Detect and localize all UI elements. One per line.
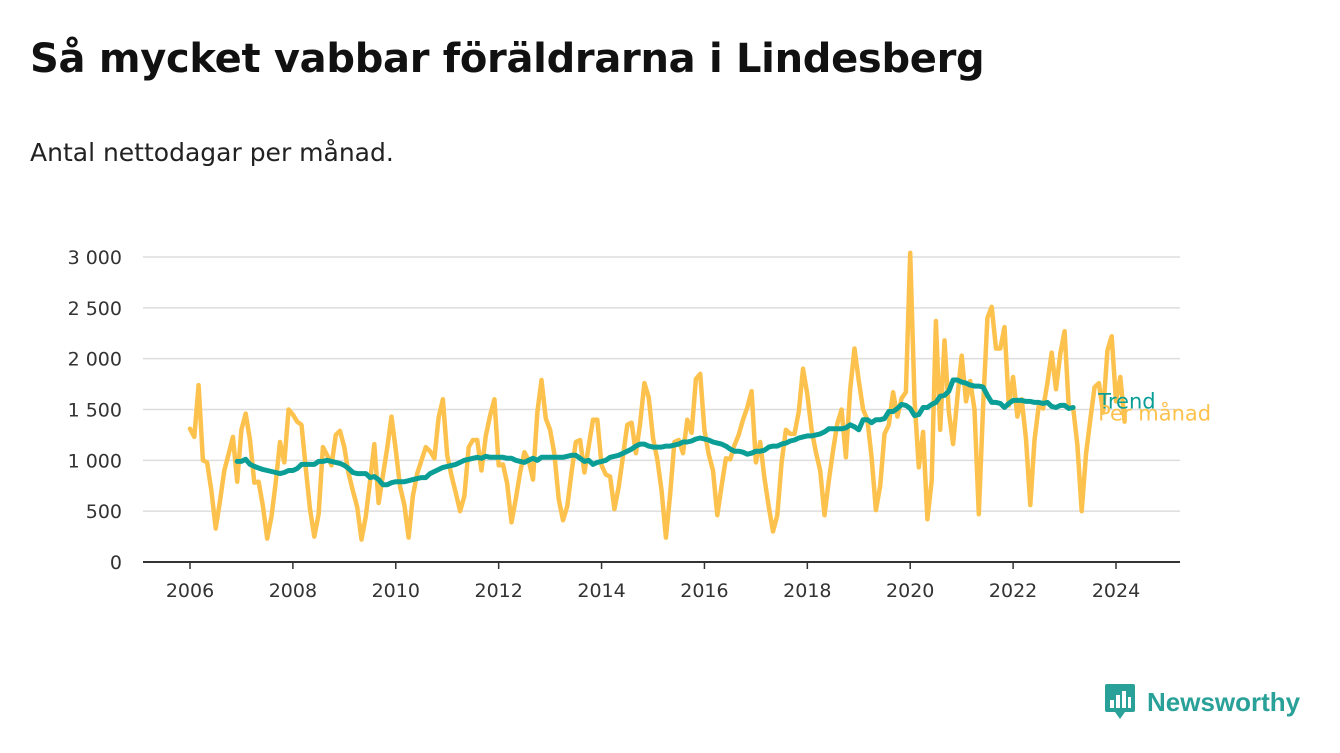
x-tick-label: 2014 [577,580,625,602]
x-tick-label: 2008 [269,580,317,602]
newsworthy-brand: Newsworthy [1103,682,1300,722]
x-tick-label: 2024 [1092,580,1140,602]
x-tick-label: 2020 [886,580,934,602]
x-tick-label: 2012 [474,580,522,602]
series-label-per-manad: Per månad [1098,400,1211,425]
y-tick-label: 500 [86,501,122,523]
x-tick-label: 2016 [680,580,728,602]
y-tick-label: 1 000 [68,450,122,472]
y-tick-label: 2 000 [68,349,122,371]
y-tick-label: 3 000 [68,247,122,269]
y-tick-label: 1 500 [68,400,122,422]
x-tick-label: 2022 [989,580,1037,602]
x-tick-label: 2018 [783,580,831,602]
newsworthy-logo-icon [1105,684,1135,719]
x-tick-label: 2006 [166,580,214,602]
brand-name: Newsworthy [1147,686,1301,717]
y-tick-label: 0 [110,552,122,574]
chart-title: Så mycket vabbar föräldrarna i Lindesber… [30,36,985,82]
y-tick-label: 2 500 [68,298,122,320]
series-line-per-manad [187,250,1127,542]
series-label-trend: Trend [1097,389,1155,413]
chart-subtitle: Antal nettodagar per månad. [30,138,394,167]
x-tick-label: 2010 [372,580,420,602]
series-line-trend [234,377,1076,488]
